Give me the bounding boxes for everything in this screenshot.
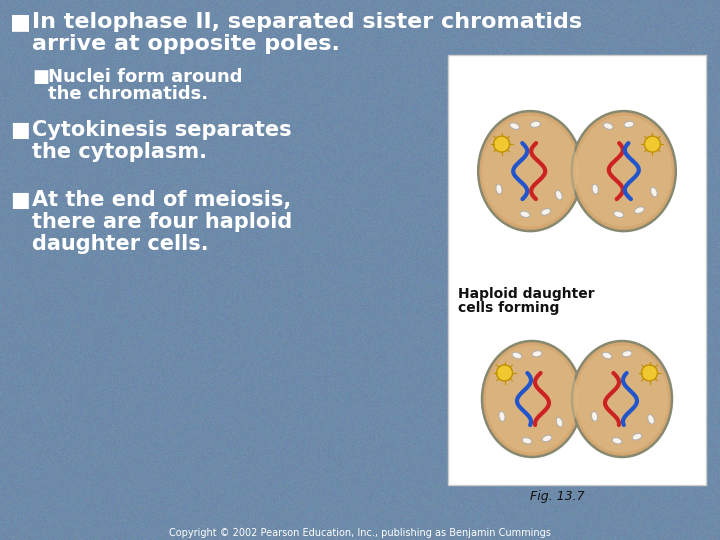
Ellipse shape [510,123,519,130]
Ellipse shape [532,350,542,357]
Ellipse shape [541,208,551,215]
Ellipse shape [576,346,668,453]
Ellipse shape [496,184,502,194]
Ellipse shape [613,211,624,218]
Ellipse shape [486,346,578,453]
Text: In telophase II, separated sister chromatids: In telophase II, separated sister chroma… [32,12,582,32]
Ellipse shape [648,415,654,424]
Text: Fig. 13.7: Fig. 13.7 [530,490,585,503]
Text: cells forming: cells forming [458,301,559,315]
Text: Copyright © 2002 Pearson Education, Inc., publishing as Benjamin Cummings: Copyright © 2002 Pearson Education, Inc.… [169,528,551,538]
Ellipse shape [603,123,613,130]
Text: ■: ■ [10,12,31,32]
Ellipse shape [632,434,642,440]
Ellipse shape [572,111,676,231]
Text: daughter cells.: daughter cells. [32,234,209,254]
Ellipse shape [622,350,632,357]
Ellipse shape [522,437,532,444]
FancyBboxPatch shape [448,55,706,485]
Ellipse shape [602,352,612,359]
Ellipse shape [612,437,622,444]
Circle shape [642,365,657,381]
Ellipse shape [499,411,505,421]
Ellipse shape [592,184,598,194]
Text: ■: ■ [10,190,30,210]
Ellipse shape [557,417,563,427]
Text: ■: ■ [32,68,49,86]
Text: Cytokinesis separates: Cytokinesis separates [32,120,292,140]
Text: there are four haploid: there are four haploid [32,212,292,232]
Ellipse shape [576,116,672,227]
Ellipse shape [556,190,562,200]
Text: the cytoplasm.: the cytoplasm. [32,142,207,162]
Text: ■: ■ [10,120,30,140]
Ellipse shape [512,352,522,359]
Circle shape [644,136,660,152]
Circle shape [494,136,510,152]
Ellipse shape [482,116,578,227]
Ellipse shape [572,341,672,457]
Ellipse shape [651,187,657,197]
Circle shape [497,365,513,381]
Ellipse shape [542,435,552,442]
Ellipse shape [624,121,634,127]
Text: Haploid daughter: Haploid daughter [458,287,595,301]
Ellipse shape [478,111,582,231]
Ellipse shape [634,207,644,213]
Text: At the end of meiosis,: At the end of meiosis, [32,190,292,210]
Ellipse shape [531,121,540,127]
Text: the chromatids.: the chromatids. [48,85,208,103]
Ellipse shape [591,411,598,421]
Ellipse shape [520,211,530,218]
Ellipse shape [482,341,582,457]
Text: Nuclei form around: Nuclei form around [48,68,243,86]
Text: arrive at opposite poles.: arrive at opposite poles. [32,34,340,54]
